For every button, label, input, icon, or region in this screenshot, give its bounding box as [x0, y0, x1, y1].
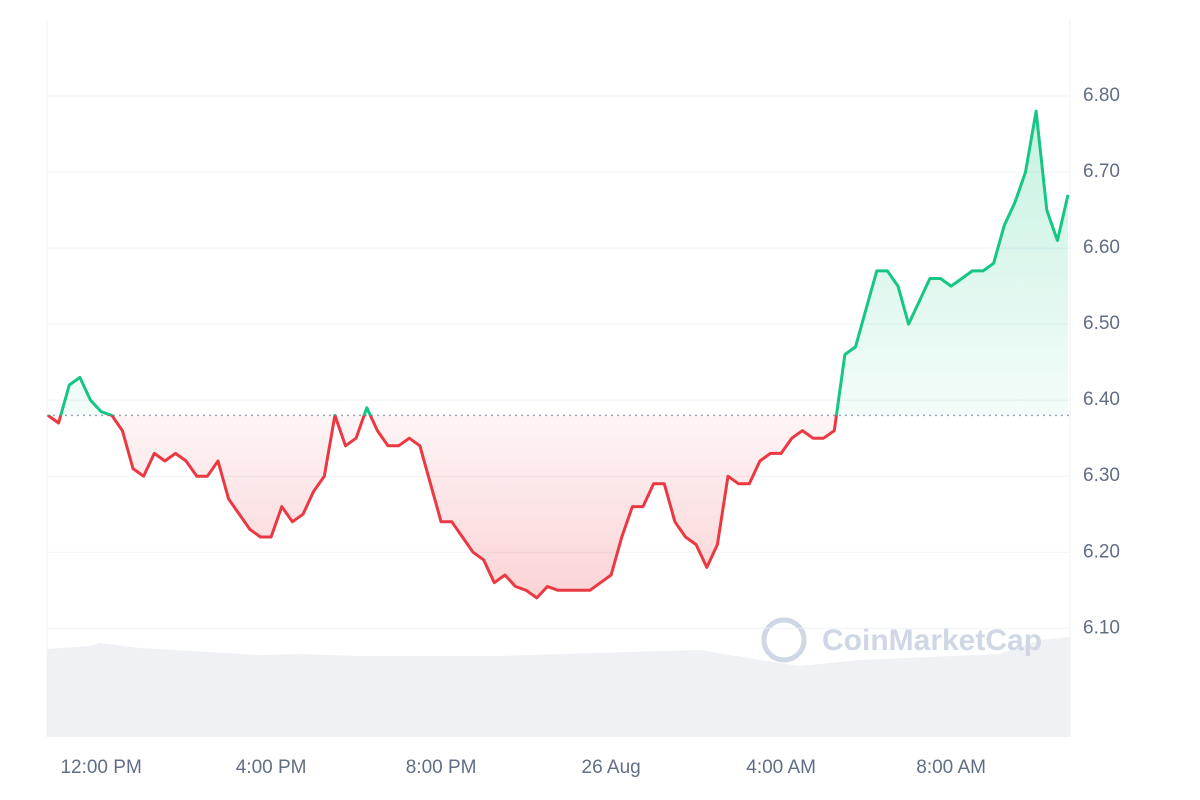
x-tick-label: 8:00 AM	[916, 757, 986, 778]
watermark: CoinMarketCap	[761, 617, 1042, 663]
price-area	[48, 111, 1068, 598]
y-tick-label: 6.60	[1083, 237, 1120, 258]
x-tick-label: 8:00 PM	[406, 757, 477, 778]
y-tick-label: 6.10	[1083, 617, 1120, 638]
price-line	[47, 109, 1070, 600]
y-tick-label: 6.30	[1083, 465, 1120, 486]
watermark-logo	[761, 617, 807, 663]
y-tick-label: 6.40	[1083, 389, 1120, 410]
y-tick-label: 6.50	[1083, 313, 1120, 334]
x-tick-label: 12:00 PM	[60, 757, 141, 778]
x-tick-label: 4:00 AM	[746, 757, 816, 778]
y-tick-label: 6.20	[1083, 541, 1120, 562]
y-tick-label: 6.80	[1083, 85, 1120, 106]
x-tick-label: 26 Aug	[582, 757, 641, 778]
watermark-text: CoinMarketCap	[822, 624, 1042, 657]
y-tick-label: 6.70	[1083, 161, 1120, 182]
volume-backdrop	[47, 637, 1070, 737]
x-tick-label: 4:00 PM	[236, 757, 307, 778]
